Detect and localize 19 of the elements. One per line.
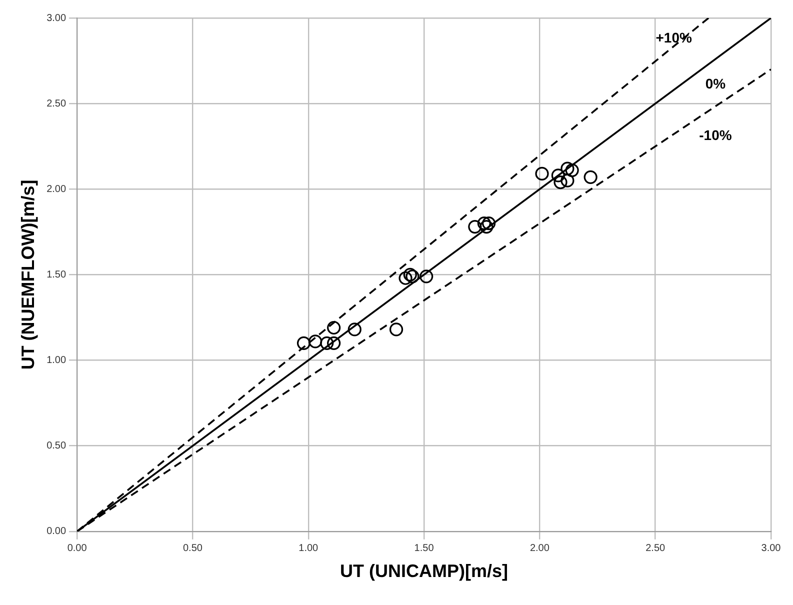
x-tick-label: 0.00 (67, 543, 88, 554)
y-tick-label: 1.50 (46, 269, 66, 280)
annotation: -10% (699, 126, 732, 143)
x-axis-title: UT (UNICAMP)[m/s] (340, 561, 508, 582)
x-tick-label: 3.00 (761, 543, 782, 554)
y-axis-title: UT (NUEMFLOW)[m/s] (18, 180, 38, 370)
y-tick-label: 1.00 (46, 355, 66, 366)
y-tick-label: 2.00 (46, 184, 66, 195)
x-tick-label: 0.50 (182, 543, 203, 554)
y-tick-label: 3.00 (46, 12, 66, 24)
annotation: +10% (656, 29, 692, 46)
annotation: 0% (705, 76, 726, 92)
x-tick-label: 1.00 (298, 543, 319, 554)
y-tick-label: 2.50 (46, 98, 66, 110)
x-tick-label: 2.50 (646, 543, 666, 554)
x-tick-label: 2.00 (530, 543, 550, 554)
x-tick-label: 1.50 (414, 543, 434, 554)
y-tick-label: 0.50 (46, 440, 66, 452)
y-tick-label: 0.00 (46, 526, 66, 538)
